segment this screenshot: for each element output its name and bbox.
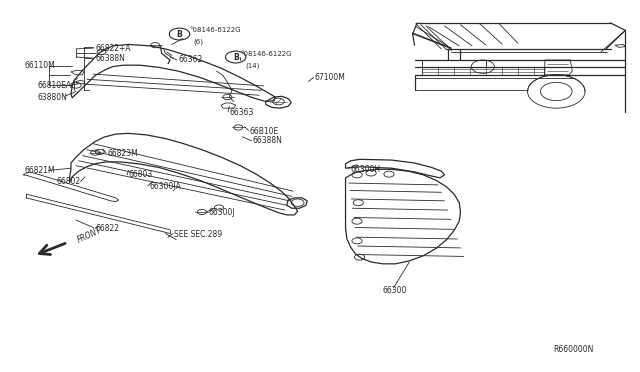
Text: 66B10E: 66B10E	[250, 126, 279, 136]
Text: 66300: 66300	[383, 286, 407, 295]
Text: R660000N: R660000N	[553, 345, 593, 354]
Text: (14): (14)	[245, 62, 260, 69]
Text: 66300JA: 66300JA	[150, 182, 181, 191]
Text: 66388N: 66388N	[253, 136, 283, 145]
Text: 66822+A: 66822+A	[95, 44, 131, 52]
Text: 66823M: 66823M	[108, 149, 139, 158]
Text: 66821M: 66821M	[25, 166, 56, 175]
Text: (6): (6)	[193, 38, 204, 45]
Text: 66110M: 66110M	[25, 61, 56, 70]
Text: 67100M: 67100M	[315, 73, 346, 82]
Text: 66803: 66803	[129, 170, 153, 179]
Text: °08146-6122G: °08146-6122G	[241, 51, 292, 57]
Text: 66362: 66362	[178, 55, 202, 64]
Text: 66363: 66363	[229, 108, 253, 117]
Text: 66300J: 66300J	[208, 208, 235, 217]
Text: B: B	[233, 52, 239, 61]
Text: °08146-6122G: °08146-6122G	[189, 27, 241, 33]
Text: 66810EA: 66810EA	[38, 81, 72, 90]
Text: FRONT: FRONT	[76, 226, 104, 245]
Text: 66802: 66802	[57, 177, 81, 186]
Text: 63880N: 63880N	[38, 93, 68, 102]
Text: SEE SEC.289: SEE SEC.289	[174, 230, 223, 239]
Text: 66300H: 66300H	[351, 165, 381, 174]
Text: 66388N: 66388N	[95, 54, 125, 62]
Text: 66822: 66822	[95, 224, 119, 233]
Text: B: B	[177, 29, 182, 39]
